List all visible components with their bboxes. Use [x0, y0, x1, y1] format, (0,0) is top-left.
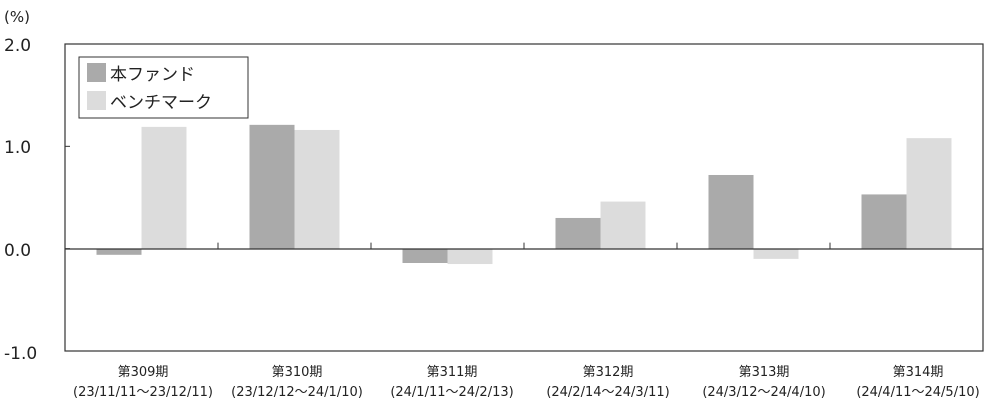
y-tick-label: 0.0 [4, 241, 31, 261]
plot-area-border [64, 43, 984, 352]
category-period-label: 第310期 [272, 365, 323, 380]
bar-fund [861, 194, 907, 249]
category-period-label: 第314期 [893, 365, 944, 380]
category-range-label: (24/4/11～24/5/10) [856, 385, 979, 400]
y-tick-labels: 2.0 1.0 0.0 -1.0 [4, 36, 37, 364]
legend-label-fund: 本ファンド [110, 65, 195, 85]
category-range-label: (24/1/11～24/2/13) [390, 385, 513, 400]
y-tick-label: 2.0 [4, 36, 31, 56]
category-range-label: (23/11/11～23/12/11) [73, 385, 213, 400]
y-unit-label: (%) [4, 8, 30, 26]
bars [96, 124, 952, 265]
category-range-label: (24/3/12～24/4/10) [702, 385, 825, 400]
category-period-label: 第311期 [427, 365, 478, 380]
category-labels: 第309期 (23/11/11～23/12/11) 第310期 (23/12/1… [73, 365, 980, 400]
bar-fund [249, 124, 295, 249]
legend-swatch-benchmark [87, 91, 106, 110]
bar-benchmark [600, 201, 646, 249]
bar-fund [555, 217, 601, 249]
bar-fund [96, 248, 142, 255]
bar-benchmark [906, 138, 952, 249]
legend-box [78, 56, 249, 119]
bar-benchmark [753, 248, 799, 259]
category-period-label: 第313期 [739, 365, 790, 380]
bar-fund [708, 174, 754, 249]
legend-swatch-fund [87, 63, 106, 82]
bar-fund [402, 248, 448, 263]
category-range-label: (23/12/12～24/1/10) [231, 385, 363, 400]
legend-label-benchmark: ベンチマーク [110, 93, 212, 113]
category-period-label: 第309期 [118, 365, 169, 380]
category-range-label: (24/2/14～24/3/11) [546, 385, 669, 400]
bar-benchmark [447, 248, 493, 265]
y-tick-label: -1.0 [4, 344, 37, 364]
legend: 本ファンド ベンチマーク [78, 56, 249, 119]
bar-benchmark [294, 129, 340, 249]
bar-benchmark [141, 126, 187, 249]
x-ticks [65, 43, 831, 352]
category-period-label: 第312期 [583, 365, 634, 380]
y-tick-label: 1.0 [4, 138, 31, 158]
